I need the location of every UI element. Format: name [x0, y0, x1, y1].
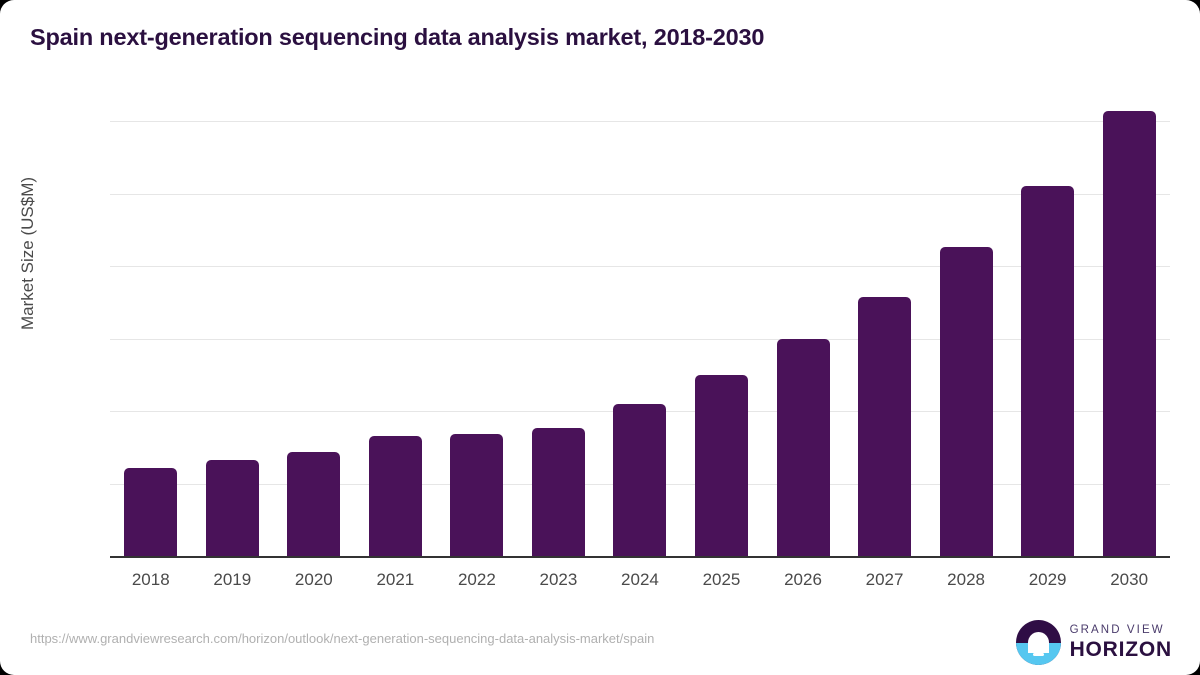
x-axis-label-2029: 2029 [1028, 570, 1067, 589]
source-url[interactable]: https://www.grandviewresearch.com/horizo… [30, 631, 655, 646]
x-axis-label-2018: 2018 [131, 570, 170, 589]
bar-slot [1007, 85, 1089, 556]
bar-series [110, 85, 1170, 556]
gridline [110, 121, 1170, 123]
bar-2025[interactable] [694, 374, 748, 556]
bar-2023[interactable] [531, 428, 585, 556]
bar-2019[interactable] [205, 460, 259, 556]
x-axis-label-2024: 2024 [621, 570, 659, 589]
page-title: Spain next-generation sequencing data an… [30, 24, 765, 50]
logo-text: GRAND VIEW HORIZON [1069, 623, 1172, 662]
x-axis-label-2025: 2025 [702, 570, 741, 589]
x-axis-label-2028: 2028 [947, 570, 985, 589]
horizon-sun-icon [1015, 620, 1061, 665]
bar-slot [273, 85, 355, 556]
bar-2026[interactable] [776, 339, 830, 556]
bar-2021[interactable] [368, 436, 422, 556]
bar-2027[interactable] [858, 297, 912, 556]
x-axis-label-2030: 2030 [1110, 570, 1149, 589]
x-axis-label-2023: 2023 [539, 570, 578, 589]
x-axis-label-2020: 2020 [294, 570, 333, 589]
bar-slot [355, 85, 437, 556]
bar-2030[interactable] [1102, 111, 1156, 556]
bar-slot [110, 85, 192, 556]
bar-slot [681, 85, 763, 556]
y-axis-title: Market Size (US$M) [18, 176, 37, 330]
bar-2020[interactable] [287, 451, 341, 556]
bar-slot [925, 85, 1007, 556]
gridline [110, 193, 1170, 195]
bar-slot [1088, 85, 1170, 556]
bar-slot [192, 85, 274, 556]
plot-area: 0102030405060 [110, 85, 1170, 558]
x-axis-label-2021: 2021 [376, 570, 415, 589]
bar-2022[interactable] [450, 433, 504, 556]
bar-2024[interactable] [613, 403, 667, 556]
grand-view-horizon-logo: GRAND VIEW HORIZON [1015, 620, 1172, 665]
x-axis-label-2027: 2027 [865, 570, 904, 589]
bar-slot [762, 85, 844, 556]
bar-slot [436, 85, 518, 556]
x-axis-labels: 2018 2019 2020 2021 2022 2023 2024 2025 2026 2027… [110, 570, 1170, 590]
logo-ray-short [1032, 653, 1044, 656]
x-axis-label-2019: 2019 [213, 570, 252, 589]
logo-brand-line: GRAND VIEW [1069, 623, 1165, 636]
bar-slot [844, 85, 926, 556]
x-axis-label-2026: 2026 [784, 570, 822, 589]
bar-2018[interactable] [124, 468, 178, 556]
bar-2028[interactable] [939, 246, 993, 556]
x-axis-line [110, 556, 1170, 558]
x-axis-label-2022: 2022 [457, 570, 496, 589]
logo-sun-shape [1027, 632, 1049, 654]
gridline [110, 338, 1170, 340]
bar-slot [518, 85, 600, 556]
bar-slot [599, 85, 681, 556]
bar-2029[interactable] [1021, 185, 1075, 556]
logo-product-line: HORIZON [1069, 638, 1172, 662]
logo-ray-long [1029, 648, 1047, 651]
gridline [110, 266, 1170, 268]
